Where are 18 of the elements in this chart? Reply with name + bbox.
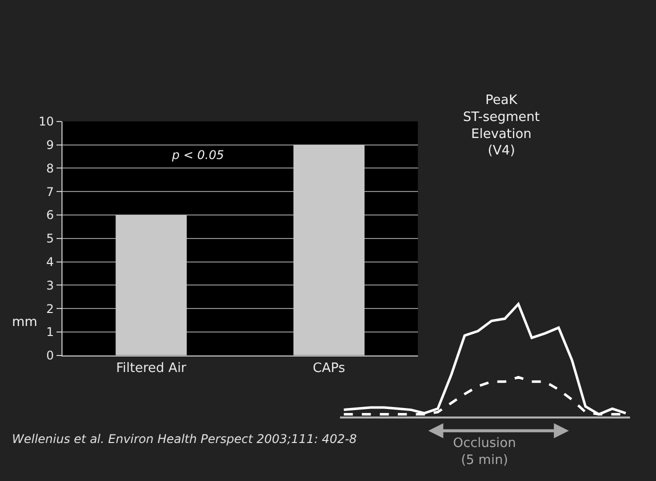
x-tick-label: Filtered Air [116, 360, 187, 376]
y-tick-label: 4 [46, 254, 54, 269]
chart-title: PeaK ST-segment Elevation (V4) [463, 93, 540, 159]
annotation: p < 0.05 [171, 148, 224, 162]
y-tick-label: 1 [46, 325, 54, 340]
y-tick-label: 3 [46, 278, 54, 292]
text: Occlusion (5 min) [453, 436, 516, 468]
y-tick-label: 7 [46, 184, 54, 199]
y-tick-label: 10 [38, 114, 54, 129]
y-tick-label: 2 [46, 302, 54, 316]
text: Wellenius et al. Environ Health Perspect 2003;111: 402-8 [12, 432, 358, 446]
y-axis-title: mm [12, 315, 38, 330]
y-tick-label: 6 [46, 208, 54, 222]
y-tick-label: 5 [46, 232, 54, 246]
y-tick-label: 9 [46, 138, 54, 152]
y-tick-label: 8 [46, 161, 54, 176]
y-tick-label: 0 [46, 348, 54, 363]
x-tick-label: CAPs [312, 360, 346, 376]
